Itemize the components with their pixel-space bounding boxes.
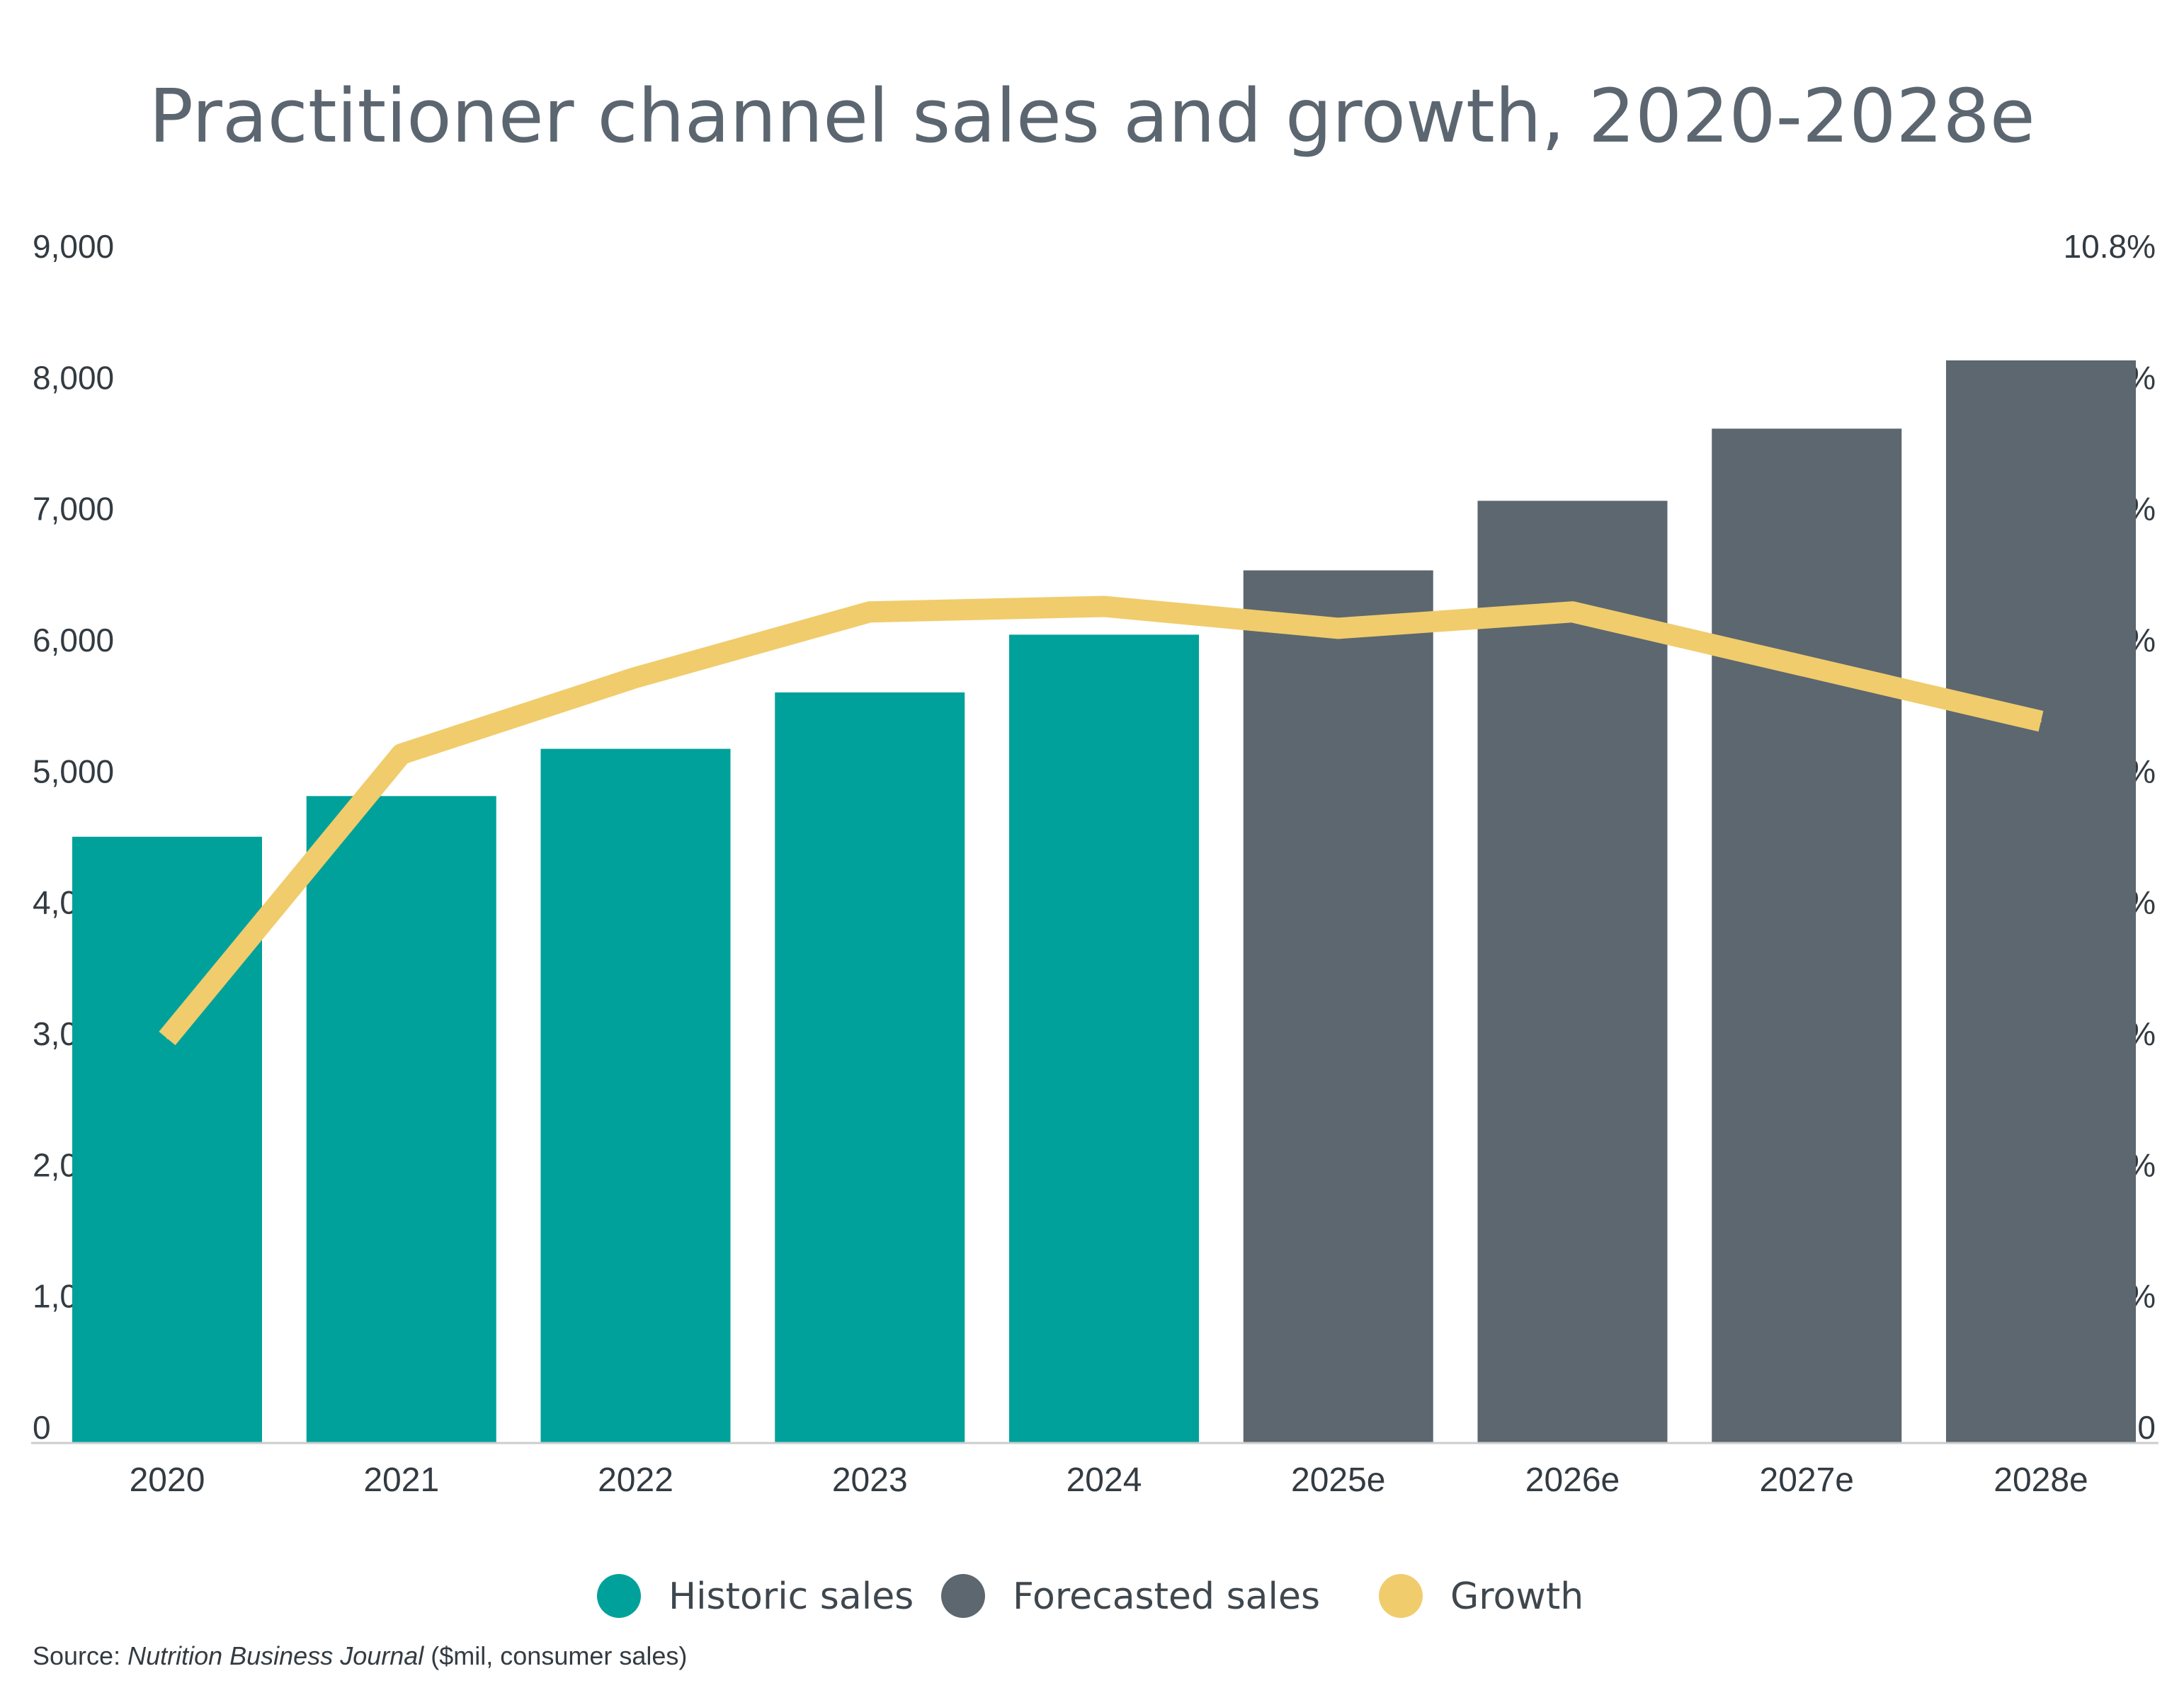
bar-2026e: [1477, 501, 1668, 1443]
legend: Historic sales Forecasted sales Growth: [597, 1574, 1583, 1618]
right-tick-label: 0: [2137, 1409, 2156, 1446]
right-tick-label: 10.8%: [2064, 228, 2156, 265]
left-tick-label: 7,000: [33, 491, 114, 528]
bar-2024: [1009, 634, 1199, 1443]
bar-2021: [306, 796, 496, 1443]
growth-point-2028e: [2040, 720, 2042, 722]
left-tick-label: 6,000: [33, 622, 114, 658]
x-tick-label: 2020: [130, 1461, 205, 1499]
source-prefix: Source:: [33, 1641, 128, 1670]
bar-2028e: [1946, 360, 2136, 1443]
legend-label: Growth: [1450, 1575, 1583, 1618]
growth-point-2020: [166, 1037, 168, 1039]
growth-point-2021: [400, 753, 402, 755]
left-tick-label: 5,000: [33, 753, 114, 789]
x-tick-label: 2022: [598, 1461, 673, 1499]
left-tick-label: 8,000: [33, 359, 114, 396]
bar-2022: [540, 748, 731, 1443]
growth-point-2022: [635, 676, 637, 678]
x-tick-label: 2028e: [1994, 1461, 2088, 1499]
growth-point-2026e: [1571, 611, 1574, 613]
bars-layer: [72, 360, 2136, 1444]
source-suffix: ($mil, consumer sales): [423, 1641, 688, 1670]
growth-point-2027e: [1806, 666, 1808, 668]
x-axis-labels: 2020 2021 2022 2023 2024 2025e 2026e 2027e 2028e: [130, 1461, 2088, 1499]
x-tick-label: 2025e: [1291, 1461, 1385, 1499]
bar-2023: [775, 692, 965, 1443]
growth-point-2023: [869, 611, 871, 613]
x-tick-label: 2021: [363, 1461, 439, 1499]
left-tick-label: 9,000: [33, 228, 114, 265]
legend-swatch: [597, 1574, 641, 1618]
bar-2025e: [1243, 570, 1433, 1443]
growth-point-2024: [1103, 605, 1105, 608]
legend-label: Historic sales: [669, 1575, 914, 1618]
chart-title: Practitioner channel sales and growth, 2…: [149, 73, 2035, 159]
bar-2027e: [1712, 428, 1902, 1444]
x-tick-label: 2023: [832, 1461, 908, 1499]
source-note: Source: Nutrition Business Journal ($mil…: [33, 1641, 687, 1671]
source-publication: Nutrition Business Journal: [127, 1641, 424, 1670]
x-tick-label: 2026e: [1525, 1461, 1620, 1499]
legend-swatch: [1379, 1574, 1423, 1618]
legend-label: Forecasted sales: [1013, 1575, 1320, 1618]
growth-line-layer: [159, 595, 2044, 1046]
x-tick-label: 2024: [1067, 1461, 1142, 1499]
left-tick-label: 0: [33, 1409, 51, 1446]
x-tick-label: 2027e: [1760, 1461, 1854, 1499]
growth-point-2025e: [1337, 627, 1339, 629]
legend-swatch: [941, 1574, 985, 1618]
bar-2020: [72, 836, 262, 1443]
